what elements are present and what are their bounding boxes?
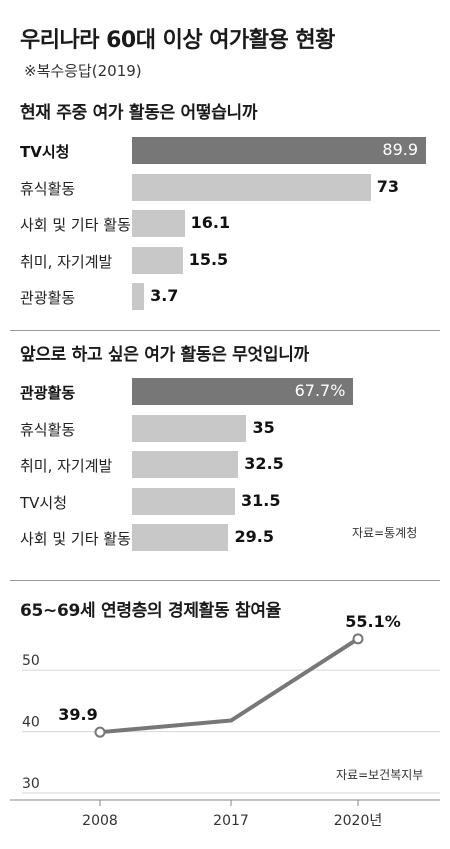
bar-value-label: 29.5 (234, 527, 274, 546)
y-tick-label: 50 (22, 653, 40, 669)
data-point (352, 633, 364, 645)
data-point (94, 726, 106, 738)
data-label: 55.1% (345, 615, 401, 631)
bar-label: 사회 및 기타 활동 (20, 216, 131, 234)
bar-value-label: 15.5 (188, 249, 229, 269)
y-tick-label: 30 (22, 776, 40, 792)
chart3-source: 자료=보건복지부 (336, 768, 423, 782)
x-tick-label: 2017 (213, 813, 249, 829)
bar-label: 휴식활동 (20, 179, 76, 198)
bar (132, 246, 183, 274)
bar (132, 378, 354, 405)
bar (132, 524, 229, 551)
x-tick-label: 2008 (82, 813, 118, 829)
chart2-title: 앞으로 하고 싶은 여가 활동은 무엇입니까 (20, 345, 309, 365)
bar-value-label: 67.7% (294, 381, 346, 400)
main-subtitle: ※복수응답(2019) (24, 62, 142, 80)
bar-label: 취미, 자기계발 (20, 457, 113, 475)
bar-value-label: 3.7 (150, 286, 179, 305)
bar-value-label: 31.5 (241, 490, 281, 510)
bar-value-label: 32.5 (244, 454, 284, 473)
bar-value-label: 35 (252, 417, 275, 437)
bar-label: 관광활동 (20, 384, 76, 402)
bar-value-label: 89.9 (382, 140, 419, 159)
chart1-title: 현재 주중 여가 활동은 어떻습니까 (20, 103, 258, 123)
bar (132, 487, 236, 515)
bar-label: 휴식활동 (20, 420, 76, 439)
bar (132, 173, 371, 201)
chart3-line-chart: 30 40 50 2008 2017 2020년 39.9 55.1% 자료=보건복지부 (10, 615, 440, 829)
bar-value-label: 16.1 (190, 213, 231, 232)
y-tick-label: 40 (22, 715, 40, 731)
bar (132, 137, 427, 164)
bar (132, 414, 247, 442)
bar (132, 283, 145, 310)
bar-value-label: 73 (376, 176, 400, 196)
chart2-source: 자료=통계청 (352, 526, 418, 540)
section-divider-2 (10, 580, 440, 581)
bar (132, 451, 239, 478)
bar-label: 취미, 자기계발 (20, 252, 113, 271)
bar-label: TV시청 (20, 143, 70, 161)
bar-label: 관광활동 (20, 289, 76, 307)
data-label: 39.9 (58, 705, 97, 724)
x-tick-label: 2020년 (334, 813, 383, 829)
section-divider-1 (10, 330, 440, 331)
main-title: 우리나라 60대 이상 여가활용 현황 (20, 28, 335, 53)
series-line (99, 637, 360, 735)
chart3-title: 65~69세 연령층의 경제활동 참여율 (20, 601, 281, 621)
bar-label: 사회 및 기타 활동 (20, 530, 131, 548)
bar (132, 210, 185, 237)
bar-label: TV시청 (20, 493, 68, 512)
